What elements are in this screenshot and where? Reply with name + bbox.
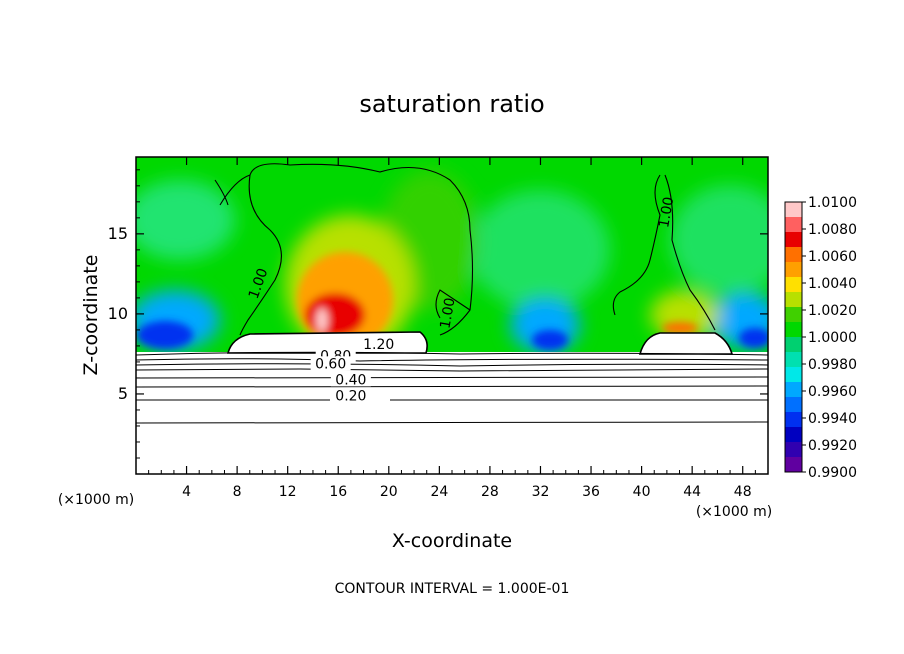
colorbar-label: 1.0100: [808, 195, 857, 211]
contour-label: 1.00: [437, 296, 458, 329]
colorbar-swatch: [785, 217, 802, 233]
x-tick-label: 40: [633, 484, 651, 500]
x-tick-label: 20: [380, 484, 398, 500]
contour-label: 0.20: [335, 388, 366, 404]
colorbar: 1.0100 1.0080 1.0060 1.0040 1.0020 1.0000 0.99…: [784, 195, 857, 481]
colorbar-swatch: [785, 427, 802, 443]
contour-label-bg: [330, 388, 371, 403]
colorbar-swatch: [785, 352, 802, 368]
colorbar-label: 0.9980: [808, 357, 857, 373]
colorbar-swatch: [785, 202, 802, 218]
field-navy-right: [739, 328, 768, 348]
y-tick-label: 15: [108, 224, 128, 243]
field-cyan-mid: [470, 190, 610, 310]
unity-contours: [214, 163, 716, 336]
y-tick-label: 10: [108, 304, 128, 323]
colorbar-swatch: [785, 307, 802, 323]
colorbar-label: 1.0020: [808, 303, 857, 319]
colorbar-swatch: [785, 322, 802, 338]
colorbar-label: 1.0080: [808, 222, 857, 238]
chart-title: saturation ratio: [359, 90, 544, 118]
colorbar-swatch: [785, 367, 802, 383]
colorbar-swatch: [785, 412, 802, 428]
contour-label-bg: [358, 337, 399, 352]
field-cyan-right: [670, 185, 768, 295]
contour-label: 1.00: [656, 196, 677, 229]
colorbar-swatch: [785, 292, 802, 308]
colorbar-label: 1.0000: [808, 330, 857, 346]
field-orange-right: [662, 322, 698, 334]
field-red-plume: [305, 293, 365, 337]
x-tick-label: 12: [279, 484, 297, 500]
colorbar-swatch: [785, 442, 802, 458]
colorbar-label: 0.9960: [808, 384, 857, 400]
colorbar-label: 1.0060: [808, 249, 857, 265]
subsaturated-region: [136, 352, 768, 474]
x-tick-label: 48: [734, 484, 752, 500]
field-navy-left: [137, 321, 193, 349]
colorbar-swatch: [785, 247, 802, 263]
contour-interval-note: CONTOUR INTERVAL = 1.000E-01: [335, 581, 570, 597]
x-tick-label: 44: [683, 484, 701, 500]
contour-labels: 1.200.800.600.400.201.001.001.00: [246, 196, 678, 405]
x-tick-label: 16: [329, 484, 347, 500]
x-axis-label: X-coordinate: [392, 530, 512, 552]
field-navy-mid: [532, 330, 568, 350]
colorbar-swatch: [785, 457, 802, 473]
y-axis: 5 10 15: [108, 169, 768, 459]
colorbar-label: 0.9920: [808, 438, 857, 454]
colorbar-swatch: [785, 397, 802, 413]
x-unit-right: (×1000 m): [696, 504, 772, 520]
x-tick-label: 32: [532, 484, 550, 500]
y-tick-label: 5: [118, 384, 128, 403]
colorbar-label: 1.0040: [808, 276, 857, 292]
colorbar-label: 0.9940: [808, 411, 857, 427]
lower-contours: [136, 351, 768, 424]
plateau-right: [638, 332, 734, 355]
x-tick-label: 24: [430, 484, 448, 500]
contour-label: 0.40: [335, 372, 366, 388]
contour-label-bg: [330, 372, 371, 387]
x-axis: 4 8 12 16 20 24 28 32 36 40 44 48: [148, 157, 756, 500]
colorbar-label: 0.9900: [808, 465, 857, 481]
field-pink-core: [316, 308, 328, 332]
colorbar-swatch: [785, 232, 802, 248]
x-tick-label: 4: [182, 484, 191, 500]
x-unit-left: (×1000 m): [58, 492, 134, 508]
plot-area: [136, 157, 768, 474]
field-cyan-top-left: [136, 180, 235, 260]
colorbar-swatch: [785, 337, 802, 353]
y-axis-label: Z-coordinate: [80, 255, 102, 376]
contour-label: 1.20: [363, 337, 394, 353]
colorbar-swatch: [785, 262, 802, 278]
contour-label-bg: [310, 356, 351, 371]
colorbar-swatch: [785, 277, 802, 293]
x-tick-label: 8: [233, 484, 242, 500]
contour-label: 0.60: [315, 356, 346, 372]
x-tick-label: 28: [481, 484, 499, 500]
colorbar-swatch: [785, 382, 802, 398]
x-tick-label: 36: [582, 484, 600, 500]
